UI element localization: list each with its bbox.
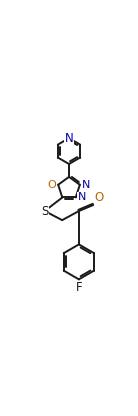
Text: N: N [78,193,86,203]
Text: N: N [82,180,90,190]
Text: O: O [48,180,56,190]
Text: S: S [41,205,48,218]
Text: O: O [95,191,104,204]
Text: F: F [75,281,82,294]
Text: N: N [65,132,73,145]
